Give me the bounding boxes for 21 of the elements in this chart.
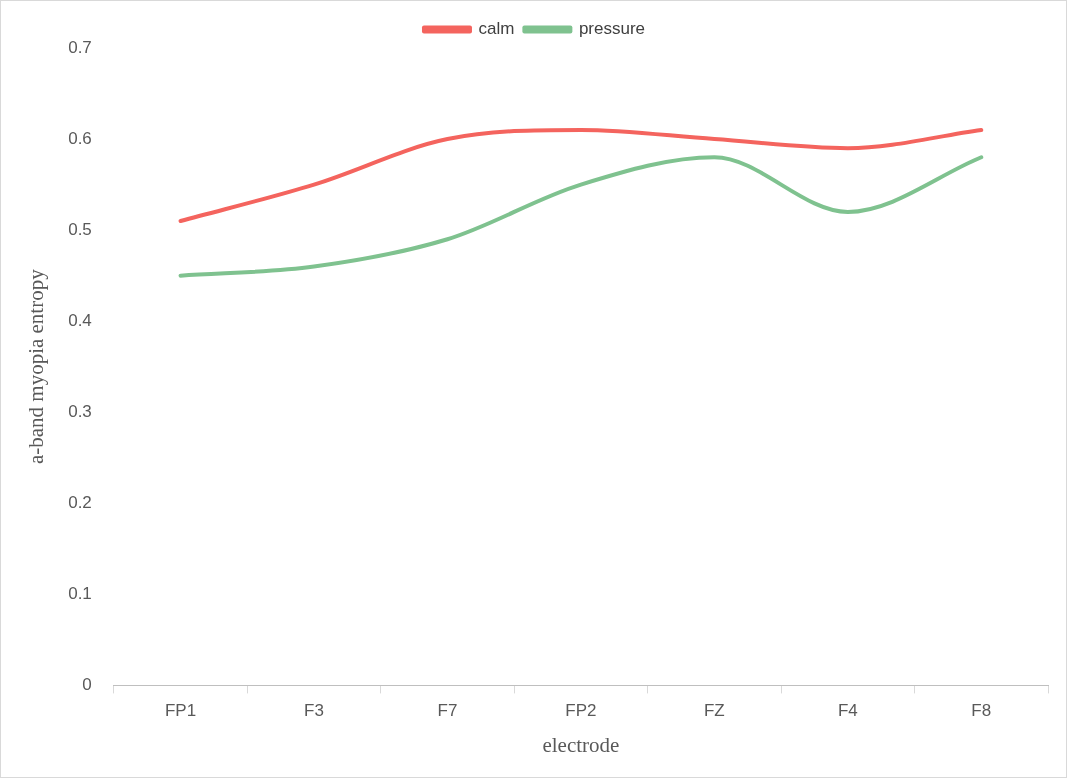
- y-axis-title: a-band myopia entropy: [24, 268, 49, 465]
- y-tick-label: 0.1: [68, 584, 92, 604]
- x-tick-label: F3: [304, 701, 324, 721]
- legend-label: calm: [478, 19, 515, 39]
- legend-label: pressure: [578, 19, 646, 39]
- y-tick-label: 0: [82, 675, 92, 695]
- y-tick-label: 0.7: [68, 37, 92, 57]
- x-tick-label: FZ: [703, 701, 725, 721]
- x-tick-label: F8: [971, 701, 992, 721]
- x-tick-label: FP1: [164, 701, 197, 721]
- x-axis-title: electrode: [542, 732, 620, 757]
- y-tick-label: 0.4: [68, 310, 92, 330]
- x-tick-label: FP2: [565, 701, 597, 721]
- x-tick-label: F7: [437, 701, 458, 721]
- x-tick-label: F4: [837, 701, 858, 721]
- y-tick-label: 0.6: [68, 128, 92, 148]
- y-tick-label: 0.3: [68, 401, 92, 421]
- y-tick-label: 0.2: [68, 492, 92, 512]
- line-series: [178, 155, 984, 278]
- y-tick-label: 0.5: [68, 219, 92, 239]
- line-series: [178, 127, 984, 224]
